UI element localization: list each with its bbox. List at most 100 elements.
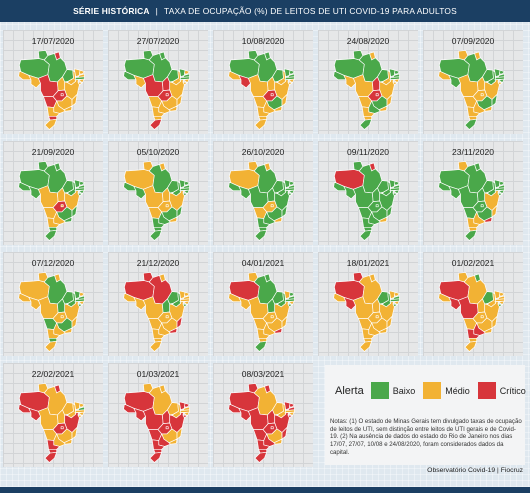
state-df bbox=[375, 315, 379, 319]
state-ce bbox=[73, 290, 81, 300]
state-rs bbox=[254, 229, 267, 241]
legend: Alerta Baixo Médio Crítico bbox=[335, 382, 530, 399]
state-ce bbox=[178, 68, 186, 78]
state-rs bbox=[149, 229, 162, 241]
state-es bbox=[386, 205, 393, 218]
map-panel: 23/11/2020 bbox=[423, 141, 523, 245]
state-rs bbox=[254, 118, 267, 130]
state-rn bbox=[499, 69, 505, 75]
state-al bbox=[393, 300, 400, 306]
brazil-map bbox=[228, 383, 295, 463]
map-date-label: 04/01/2021 bbox=[241, 258, 285, 268]
state-ce bbox=[178, 179, 186, 189]
brazil-map bbox=[228, 272, 295, 352]
map-panel: 08/03/2021 bbox=[213, 363, 313, 467]
state-es bbox=[281, 205, 288, 218]
map-date-label: 01/03/2021 bbox=[136, 369, 180, 379]
map-panel: 22/02/2021 bbox=[3, 363, 103, 467]
state-df bbox=[270, 315, 274, 319]
map-date-label: 23/11/2020 bbox=[452, 147, 494, 157]
map-date-label: 08/03/2021 bbox=[241, 369, 285, 379]
state-es bbox=[281, 427, 288, 440]
brazil-map bbox=[123, 272, 190, 352]
state-df bbox=[165, 93, 169, 97]
state-rn bbox=[394, 69, 400, 75]
map-date-label: 09/11/2020 bbox=[347, 147, 389, 157]
state-df bbox=[480, 93, 484, 97]
brazil-map bbox=[18, 272, 85, 352]
state-ce bbox=[388, 179, 396, 189]
state-es bbox=[71, 94, 78, 107]
state-al bbox=[288, 411, 295, 417]
map-panel: 26/10/2020 bbox=[213, 141, 313, 245]
map-panel: 24/08/2020 bbox=[318, 30, 418, 134]
state-ce bbox=[283, 401, 291, 411]
state-ce bbox=[178, 290, 186, 300]
source-credit: Observatório Covid-19 | Fiocruz bbox=[427, 467, 523, 474]
state-ce bbox=[388, 290, 396, 300]
map-date-label: 07/12/2020 bbox=[31, 258, 75, 268]
state-rs bbox=[464, 340, 477, 352]
state-rn bbox=[79, 180, 85, 186]
state-ce bbox=[73, 401, 81, 411]
state-al bbox=[288, 300, 295, 306]
state-es bbox=[491, 205, 498, 218]
map-panel: 18/01/2021 bbox=[318, 252, 418, 356]
state-es bbox=[176, 94, 183, 107]
header-bar: SÉRIE HISTÓRICA | TAXA DE OCUPAÇÃO (%) D… bbox=[0, 0, 530, 22]
brazil-map bbox=[438, 50, 505, 130]
legend-label-medio: Médio bbox=[445, 385, 470, 396]
map-date-label: 21/09/2020 bbox=[31, 147, 75, 157]
brazil-map bbox=[333, 161, 400, 241]
state-df bbox=[60, 204, 64, 208]
map-date-label: 10/08/2020 bbox=[241, 36, 285, 46]
legend-swatch-critico bbox=[477, 382, 496, 399]
state-rn bbox=[184, 69, 190, 75]
state-al bbox=[498, 189, 505, 195]
state-rn bbox=[184, 402, 190, 408]
state-rn bbox=[289, 291, 295, 297]
state-rn bbox=[79, 69, 85, 75]
state-rn bbox=[79, 402, 85, 408]
state-ce bbox=[283, 179, 291, 189]
legend-label-critico: Crítico bbox=[499, 385, 526, 396]
map-panel: 01/02/2021 bbox=[423, 252, 523, 356]
legend-label-baixo: Baixo bbox=[392, 385, 416, 396]
state-ce bbox=[493, 68, 501, 78]
state-df bbox=[480, 315, 484, 319]
state-df bbox=[375, 93, 379, 97]
state-rs bbox=[254, 451, 267, 463]
state-al bbox=[183, 411, 190, 417]
state-rs bbox=[359, 340, 372, 352]
state-ce bbox=[493, 290, 501, 300]
state-df bbox=[270, 93, 274, 97]
state-es bbox=[176, 316, 183, 329]
state-es bbox=[491, 94, 498, 107]
state-rs bbox=[44, 340, 57, 352]
state-df bbox=[375, 204, 379, 208]
state-rn bbox=[184, 291, 190, 297]
map-panel: 01/03/2021 bbox=[108, 363, 208, 467]
state-rn bbox=[394, 291, 400, 297]
footer-bar bbox=[0, 487, 530, 493]
state-df bbox=[60, 426, 64, 430]
brazil-map bbox=[438, 161, 505, 241]
map-panel: 05/10/2020 bbox=[108, 141, 208, 245]
state-al bbox=[498, 300, 505, 306]
state-rs bbox=[44, 118, 57, 130]
state-df bbox=[165, 426, 169, 430]
state-al bbox=[183, 300, 190, 306]
state-df bbox=[165, 204, 169, 208]
state-df bbox=[270, 426, 274, 430]
state-es bbox=[176, 205, 183, 218]
map-date-label: 17/07/2020 bbox=[31, 36, 75, 46]
state-es bbox=[386, 316, 393, 329]
state-es bbox=[71, 316, 78, 329]
map-date-label: 21/12/2020 bbox=[136, 258, 180, 268]
map-panel: 09/11/2020 bbox=[318, 141, 418, 245]
state-rn bbox=[394, 180, 400, 186]
map-date-label: 24/08/2020 bbox=[346, 36, 390, 46]
brazil-map bbox=[333, 272, 400, 352]
brazil-map bbox=[228, 50, 295, 130]
state-rn bbox=[184, 180, 190, 186]
